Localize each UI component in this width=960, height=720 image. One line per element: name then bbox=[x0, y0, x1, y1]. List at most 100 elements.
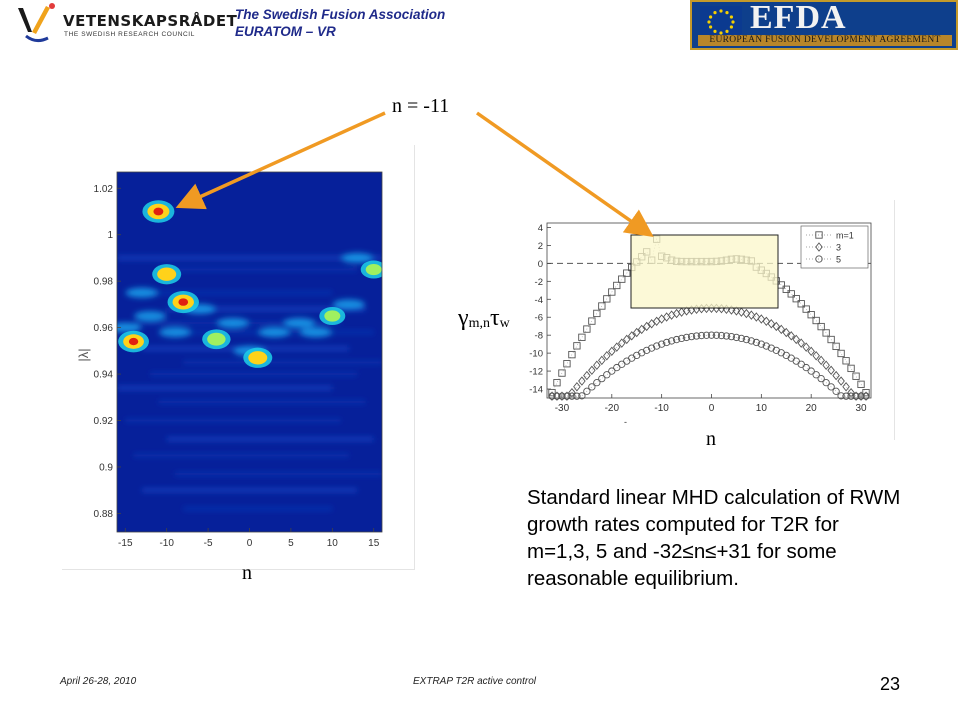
data-point bbox=[732, 333, 741, 342]
heatmap-streak bbox=[117, 255, 382, 260]
highlight-box bbox=[630, 234, 779, 309]
data-point bbox=[573, 342, 581, 350]
heatmap-streak bbox=[158, 267, 358, 272]
data-point bbox=[697, 331, 706, 340]
heatmap-ytick-label: 0.88 bbox=[94, 509, 114, 520]
eu-flag-icon bbox=[700, 6, 742, 38]
heatmap-spot-core bbox=[128, 337, 139, 346]
heatmap-xtick-label: 10 bbox=[327, 538, 339, 549]
heatmap-blob bbox=[125, 287, 158, 298]
data-point bbox=[692, 332, 701, 340]
growth-ytick-label: -4 bbox=[535, 295, 543, 306]
data-point bbox=[558, 392, 566, 400]
data-point bbox=[782, 285, 790, 293]
heatmap-figure: -15 -10 -5 0 5 10 15 1.02 1 0.98 0.96 0.94 0.92 0.9 0… bbox=[62, 145, 415, 570]
vr-subtitle: THE SWEDISH RESEARCH COUNCIL bbox=[64, 31, 195, 38]
data-point bbox=[847, 364, 855, 373]
heatmap-spot bbox=[207, 332, 226, 346]
data-point bbox=[702, 331, 711, 339]
data-point bbox=[837, 376, 845, 386]
data-point bbox=[792, 334, 801, 345]
heatmap-blob bbox=[158, 327, 191, 338]
data-point bbox=[802, 363, 810, 372]
data-point bbox=[817, 322, 825, 331]
heatmap-spot bbox=[248, 351, 268, 365]
data-point bbox=[648, 344, 656, 352]
series-3 bbox=[548, 303, 870, 401]
data-point bbox=[682, 333, 691, 342]
data-point bbox=[578, 392, 586, 400]
efda-full-name: EUROPEAN FUSION DEVELOPMENT AGREEMENT bbox=[709, 35, 941, 45]
data-point bbox=[737, 334, 746, 343]
data-point bbox=[767, 319, 776, 329]
data-point bbox=[742, 335, 751, 344]
heatmap-spot bbox=[324, 310, 341, 322]
data-point bbox=[558, 369, 566, 377]
association-line2: EURATOM – VR bbox=[235, 24, 336, 39]
heatmap-ytick-label: 1.02 bbox=[94, 184, 114, 195]
growth-rate-xlabel: n bbox=[706, 428, 716, 450]
data-point bbox=[643, 346, 651, 354]
association-line1: The Swedish Fusion Association bbox=[235, 7, 446, 22]
data-point bbox=[857, 380, 865, 388]
data-point bbox=[752, 338, 761, 347]
data-point bbox=[672, 335, 681, 344]
growth-ytick-label: -2 bbox=[535, 277, 543, 288]
data-point bbox=[548, 388, 556, 397]
heatmap-streak bbox=[117, 386, 333, 390]
growth-ytick-label: 2 bbox=[538, 241, 543, 252]
heatmap-ytick-label: 0.92 bbox=[94, 416, 114, 427]
data-point bbox=[812, 316, 820, 325]
data-point bbox=[603, 295, 611, 303]
efda-logo: EFDA EUROPEAN FUSION DEVELOPMENT AGREEME… bbox=[690, 0, 958, 50]
data-point bbox=[772, 321, 781, 332]
data-point bbox=[747, 310, 756, 320]
growth-xtick-label: 30 bbox=[855, 403, 867, 414]
data-point bbox=[857, 392, 865, 400]
data-point bbox=[862, 389, 870, 397]
heatmap-blob bbox=[341, 252, 374, 263]
tau-symbol: τ bbox=[490, 305, 500, 331]
data-point bbox=[837, 349, 845, 358]
gamma-symbol: γ bbox=[458, 305, 469, 331]
arrow-to-growth-plot bbox=[475, 111, 654, 238]
data-point bbox=[812, 351, 820, 361]
data-point bbox=[623, 269, 631, 277]
data-point bbox=[598, 302, 606, 310]
heatmap-blob bbox=[216, 317, 249, 328]
growth-xtick-label: -20 bbox=[605, 403, 620, 414]
heatmap-blob bbox=[299, 327, 332, 338]
heatmap-spot bbox=[157, 267, 177, 281]
heatmap-streak bbox=[166, 437, 374, 442]
data-point bbox=[573, 382, 581, 392]
data-point bbox=[727, 332, 736, 341]
data-point bbox=[608, 367, 616, 375]
data-point bbox=[837, 392, 845, 400]
heatmap-streak bbox=[183, 360, 382, 365]
heatmap-xtick-label: -15 bbox=[118, 538, 133, 549]
data-point bbox=[588, 383, 596, 391]
heatmap-ytick-label: 0.9 bbox=[99, 462, 113, 473]
data-point bbox=[627, 331, 636, 341]
data-point bbox=[637, 324, 646, 335]
heatmap-blob bbox=[258, 327, 291, 338]
arrow-to-heatmap bbox=[175, 111, 386, 210]
data-point bbox=[827, 365, 835, 376]
heatmap-streak bbox=[174, 471, 382, 476]
heatmap-ylabel: |λ| bbox=[76, 348, 91, 361]
growth-ytick-label: 4 bbox=[538, 223, 543, 234]
data-point bbox=[757, 314, 766, 324]
data-point bbox=[548, 392, 556, 400]
data-point bbox=[588, 365, 596, 376]
vr-name: VETENSKAPSRÅDET bbox=[63, 12, 238, 30]
heatmap-streak bbox=[125, 418, 341, 423]
data-point bbox=[802, 342, 810, 352]
heatmap-streak bbox=[158, 399, 366, 404]
legend-label: 3 bbox=[836, 243, 841, 253]
data-point bbox=[603, 351, 611, 361]
data-point bbox=[817, 374, 825, 383]
data-point bbox=[852, 392, 860, 400]
heatmap-ytick-label: 0.96 bbox=[94, 323, 114, 334]
heatmap-streak bbox=[166, 307, 366, 312]
callout-label: n = -11 bbox=[392, 95, 450, 117]
